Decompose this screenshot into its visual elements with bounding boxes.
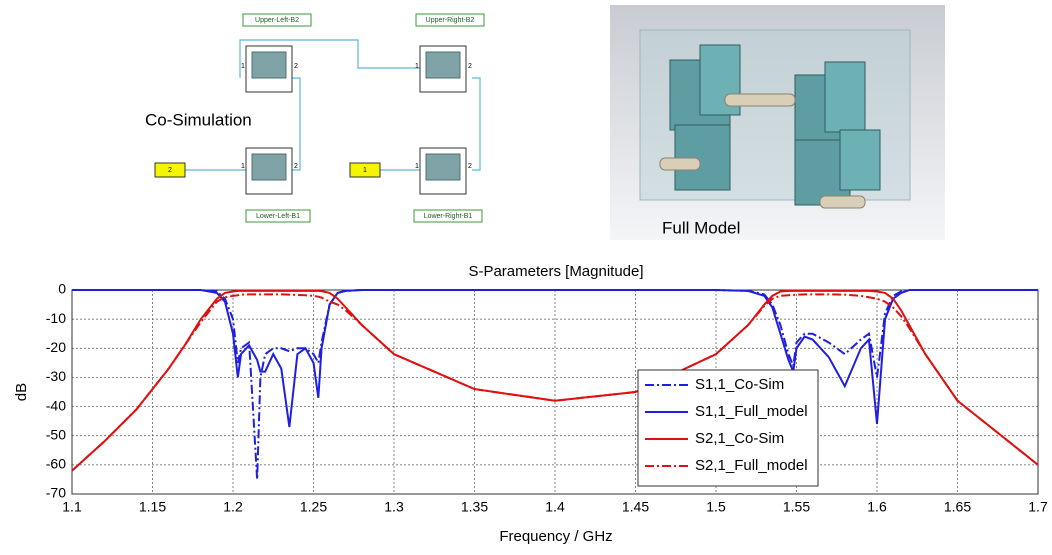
y-tick-label: 0 [58, 281, 66, 297]
pin-label: 2 [468, 63, 472, 70]
y-axis-label: dB [13, 383, 30, 401]
x-tick-label: 1.5 [706, 499, 726, 515]
legend-label: S2,1_Full_model [695, 457, 808, 474]
pin-label: 2 [468, 163, 472, 170]
blocks: Upper-Left-B2 Upper-Right-B2 Lower-Left-… [145, 14, 484, 222]
y-tick-label: -60 [46, 456, 66, 472]
x-tick-label: 1.1 [62, 499, 82, 515]
port-label: 2 [168, 167, 172, 174]
pin-label: 2 [294, 163, 298, 170]
block-icon [426, 52, 460, 78]
connector [660, 158, 700, 170]
y-tick-label: -20 [46, 339, 66, 355]
x-tick-label: 1.65 [944, 499, 971, 515]
pin-label: 1 [241, 163, 245, 170]
legend-label: S1,1_Full_model [695, 403, 808, 420]
x-tick-label: 1.35 [461, 499, 488, 515]
x-tick-label: 1.55 [783, 499, 810, 515]
x-tick-label: 1.6 [867, 499, 887, 515]
resonator [825, 62, 865, 132]
chart: S-Parameters [Magnitude] Frequency / GHz… [13, 263, 1048, 545]
x-tick-label: 1.4 [545, 499, 565, 515]
x-tick-label: 1.2 [223, 499, 243, 515]
pin-label: 1 [415, 63, 419, 70]
y-tick-label: -30 [46, 368, 66, 384]
x-tick-label: 1.3 [384, 499, 404, 515]
y-tick-label: -10 [46, 310, 66, 326]
chart-title: S-Parameters [Magnitude] [468, 263, 643, 280]
block-label: Lower-Left-B1 [256, 213, 300, 220]
port-label: 1 [363, 167, 367, 174]
block-icon [252, 52, 286, 78]
x-tick-label: 1.7 [1028, 499, 1048, 515]
block-icon [426, 154, 460, 180]
x-tick-label: 1.25 [300, 499, 327, 515]
wire [472, 78, 480, 170]
connector [820, 196, 865, 208]
block-icon [252, 154, 286, 180]
block-label: Upper-Left-B2 [255, 17, 299, 24]
x-axis-label: Frequency / GHz [499, 528, 612, 545]
model-view: Full Model [610, 5, 945, 240]
x-tick-label: 1.45 [622, 499, 649, 515]
y-tick-label: -40 [46, 397, 66, 413]
pin-label: 1 [415, 163, 419, 170]
x-tick-label: 1.15 [139, 499, 166, 515]
model-label: Full Model [662, 218, 740, 237]
block-label: Upper-Right-B2 [426, 17, 475, 24]
y-tick-label: -50 [46, 426, 66, 442]
block-label: Lower-Right-B1 [424, 213, 473, 220]
pin-label: 1 [241, 63, 245, 70]
resonator [840, 130, 880, 190]
pin-label: 2 [294, 63, 298, 70]
legend-label: S1,1_Co-Sim [695, 376, 784, 393]
page: Upper-Left-B2 Upper-Right-B2 Lower-Left-… [0, 0, 1052, 550]
schematic-title: Co-Simulation [145, 110, 252, 129]
legend-label: S2,1_Co-Sim [695, 430, 784, 447]
connector [725, 94, 795, 106]
wire [292, 78, 300, 170]
